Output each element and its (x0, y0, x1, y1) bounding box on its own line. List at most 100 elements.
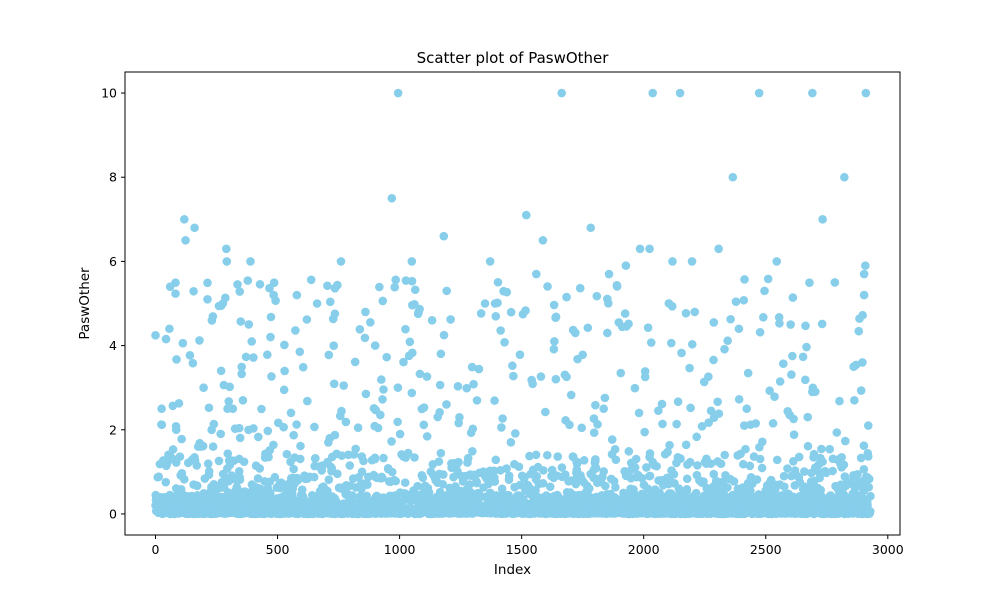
data-point (601, 481, 610, 491)
data-point (195, 336, 204, 345)
data-point (216, 429, 225, 439)
data-point (309, 472, 319, 482)
data-point (249, 353, 258, 362)
data-point (803, 412, 813, 422)
data-point (204, 467, 214, 476)
data-point (219, 380, 229, 390)
data-point (820, 466, 830, 476)
data-point (180, 215, 189, 224)
data-point (774, 312, 784, 322)
data-point (728, 172, 738, 182)
data-point (382, 352, 391, 362)
data-point (378, 296, 388, 306)
data-point (265, 488, 275, 498)
data-point (786, 320, 795, 329)
data-point (407, 388, 417, 398)
data-point (515, 350, 525, 359)
data-point (562, 292, 571, 302)
data-point (192, 461, 202, 470)
data-point (835, 396, 844, 406)
data-point (506, 307, 516, 317)
data-point (788, 293, 798, 302)
data-point (286, 408, 296, 418)
data-point (235, 475, 245, 484)
data-point (490, 299, 500, 308)
data-point (713, 397, 722, 407)
data-point (387, 193, 397, 203)
data-point (604, 269, 614, 279)
data-point (335, 411, 345, 421)
data-point (214, 456, 224, 466)
data-point (589, 414, 599, 423)
data-point (357, 467, 367, 477)
data-point (293, 476, 303, 485)
y-tick-label: 10 (101, 86, 117, 101)
data-point (463, 453, 473, 463)
data-point (640, 427, 649, 437)
data-point (591, 400, 600, 410)
data-point (849, 362, 858, 372)
x-tick-label: 500 (266, 542, 290, 557)
data-point (794, 452, 804, 462)
data-point (422, 372, 432, 381)
data-point (716, 459, 726, 469)
data-point (726, 314, 735, 324)
data-point (709, 469, 719, 479)
data-point (151, 331, 160, 340)
data-point (603, 328, 612, 338)
data-point (808, 383, 818, 393)
y-tick-label: 6 (109, 254, 117, 269)
data-point (714, 409, 724, 418)
data-point (573, 354, 582, 364)
ticks-layer: 0 500 1000 1500 2000 2500 3000 0 2 4 6 8 10 (101, 86, 904, 557)
data-point (302, 315, 312, 324)
data-point (702, 459, 711, 469)
data-point (390, 282, 400, 292)
data-point (266, 332, 275, 342)
data-point (500, 338, 509, 347)
data-point (216, 366, 226, 376)
data-point (329, 379, 339, 389)
data-point (377, 375, 386, 384)
data-point (253, 432, 263, 442)
data-point (446, 315, 455, 324)
data-point (645, 471, 655, 481)
data-point (681, 308, 691, 318)
data-point (491, 311, 501, 321)
data-point (745, 461, 755, 471)
data-point (434, 457, 444, 466)
data-point (839, 460, 849, 470)
data-point (658, 419, 667, 429)
data-point (192, 481, 202, 491)
data-point (234, 466, 244, 476)
data-point (311, 453, 320, 463)
data-point (690, 307, 700, 317)
data-point (657, 399, 667, 409)
data-point (541, 407, 550, 417)
data-point (263, 426, 273, 436)
data-point (579, 456, 589, 465)
data-point (369, 404, 379, 413)
data-point (361, 307, 370, 317)
data-point (267, 372, 276, 381)
data-point (509, 371, 518, 381)
data-point (856, 453, 866, 463)
data-point (599, 404, 608, 414)
data-point (241, 352, 251, 362)
data-point (603, 294, 612, 304)
data-point (599, 467, 608, 476)
data-point (295, 347, 305, 357)
data-point (204, 403, 214, 413)
data-point (729, 477, 739, 486)
data-point (223, 449, 233, 458)
data-point (704, 418, 713, 428)
data-point (787, 370, 796, 379)
data-point (438, 480, 448, 489)
data-point (645, 449, 655, 458)
data-point (171, 425, 181, 435)
data-point (190, 223, 199, 233)
data-point (720, 344, 729, 354)
data-point (614, 318, 624, 327)
